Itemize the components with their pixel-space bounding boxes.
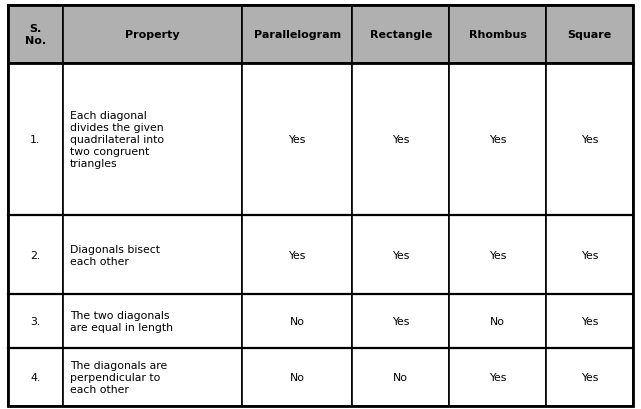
Bar bbox=[449, 6, 546, 64]
Bar bbox=[353, 294, 449, 348]
Text: 3.: 3. bbox=[30, 316, 40, 326]
Text: The diagonals are
perpendicular to
each other: The diagonals are perpendicular to each … bbox=[70, 360, 167, 394]
Bar bbox=[63, 216, 242, 294]
Text: 1.: 1. bbox=[30, 135, 40, 145]
Bar bbox=[449, 348, 546, 406]
Bar bbox=[242, 294, 353, 348]
Bar bbox=[242, 64, 353, 216]
Text: Diagonals bisect
each other: Diagonals bisect each other bbox=[70, 244, 160, 266]
Text: Parallelogram: Parallelogram bbox=[254, 30, 340, 40]
Bar bbox=[546, 64, 633, 216]
Text: Yes: Yes bbox=[392, 316, 410, 326]
Bar bbox=[63, 348, 242, 406]
Bar bbox=[353, 64, 449, 216]
Text: 4.: 4. bbox=[30, 372, 40, 382]
Text: Yes: Yes bbox=[288, 250, 306, 260]
Text: No: No bbox=[394, 372, 408, 382]
Text: Yes: Yes bbox=[489, 135, 506, 145]
Bar bbox=[353, 216, 449, 294]
Bar bbox=[63, 64, 242, 216]
Bar bbox=[63, 6, 242, 64]
Bar bbox=[449, 216, 546, 294]
Bar bbox=[546, 294, 633, 348]
Bar bbox=[63, 294, 242, 348]
Bar bbox=[8, 6, 63, 64]
Text: Yes: Yes bbox=[288, 135, 306, 145]
Text: 2.: 2. bbox=[30, 250, 40, 260]
Bar bbox=[8, 216, 63, 294]
Text: Yes: Yes bbox=[581, 372, 599, 382]
Text: Property: Property bbox=[125, 30, 179, 40]
Text: Yes: Yes bbox=[392, 135, 410, 145]
Bar bbox=[546, 348, 633, 406]
Bar bbox=[449, 294, 546, 348]
Bar bbox=[546, 6, 633, 64]
Bar bbox=[353, 6, 449, 64]
Text: No: No bbox=[490, 316, 505, 326]
Text: The two diagonals
are equal in length: The two diagonals are equal in length bbox=[70, 310, 172, 332]
Text: Yes: Yes bbox=[489, 250, 506, 260]
Bar bbox=[8, 64, 63, 216]
Text: Square: Square bbox=[568, 30, 612, 40]
Text: Yes: Yes bbox=[489, 372, 506, 382]
Text: No: No bbox=[290, 372, 304, 382]
Text: Yes: Yes bbox=[392, 250, 410, 260]
Bar bbox=[242, 6, 353, 64]
Bar bbox=[546, 216, 633, 294]
Text: Yes: Yes bbox=[581, 250, 599, 260]
Text: Rhombus: Rhombus bbox=[469, 30, 527, 40]
Text: Yes: Yes bbox=[581, 316, 599, 326]
Bar bbox=[242, 216, 353, 294]
Bar bbox=[449, 64, 546, 216]
Text: Rectangle: Rectangle bbox=[370, 30, 432, 40]
Bar bbox=[8, 348, 63, 406]
Bar bbox=[353, 348, 449, 406]
Text: Each diagonal
divides the given
quadrilateral into
two congruent
triangles: Each diagonal divides the given quadrila… bbox=[70, 111, 164, 169]
Bar bbox=[242, 348, 353, 406]
Text: No: No bbox=[290, 316, 304, 326]
Text: S.
No.: S. No. bbox=[24, 24, 46, 46]
Bar bbox=[8, 294, 63, 348]
Text: Yes: Yes bbox=[581, 135, 599, 145]
